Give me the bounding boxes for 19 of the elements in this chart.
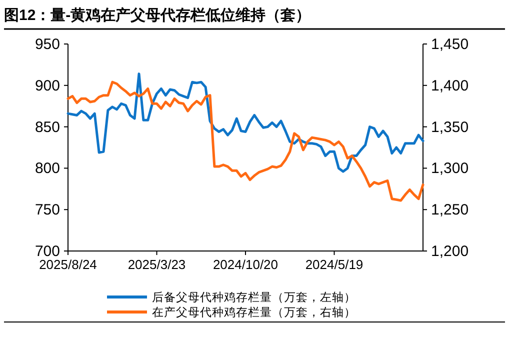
legend-label: 后备父母代种鸡存栏量（万套，左轴）: [152, 291, 356, 304]
x-tick-label: 2024/5/19: [305, 257, 364, 272]
y2-tick-label: 1,400: [431, 77, 469, 94]
y2-tick-label: 1,450: [431, 36, 469, 53]
y-tick-label: 900: [34, 77, 60, 94]
chart-title: 图12：量-黄鸡在产父母代存栏低位维持（套）: [4, 6, 311, 24]
y-tick-label: 800: [34, 160, 60, 178]
x-tick-label: 2024/10/20: [212, 257, 278, 272]
x-tick-label: 2025/3/23: [128, 257, 186, 272]
y-tick-label: 750: [34, 202, 60, 219]
y2-tick-label: 1,300: [431, 160, 469, 178]
y2-tick-label: 1,250: [431, 202, 469, 219]
y-tick-label: 950: [34, 36, 60, 53]
y2-tick-label: 1,200: [431, 243, 469, 260]
legend-label: 在产父母代种鸡存栏量（万套，右轴）: [152, 305, 356, 319]
x-tick-label: 2025/8/24: [39, 257, 97, 272]
y-tick-label: 850: [34, 118, 60, 136]
y-tick-label: 700: [34, 243, 60, 260]
y2-tick-label: 1,350: [431, 118, 469, 136]
